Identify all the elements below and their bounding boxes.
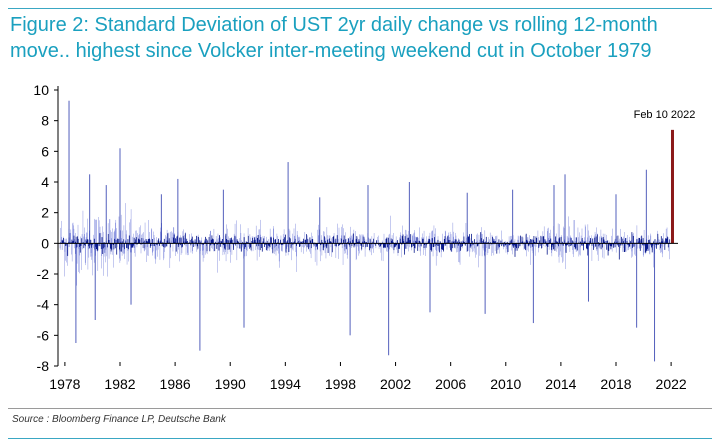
spike-bar — [75, 243, 77, 343]
y-tick-label: -8 — [37, 358, 50, 374]
spike-bar — [636, 243, 638, 328]
spike-bar — [89, 174, 91, 244]
source-note: Source : Bloomberg Finance LP, Deutsche … — [12, 414, 226, 425]
x-tick-label: 1986 — [160, 376, 191, 392]
x-tick-label: 2006 — [435, 376, 466, 392]
spike-bar — [94, 243, 96, 320]
spike-bar — [199, 243, 201, 351]
x-tick-label: 2014 — [545, 376, 576, 392]
y-tick-label: -4 — [37, 297, 50, 313]
annotation-label: Feb 10 2022 — [634, 109, 696, 121]
x-tick-label: 1994 — [270, 376, 301, 392]
chart-labels: 10 8 6 4 2 0 -2 -4 -6 -8 1978 1982 1986 1990 1994 1998 2… — [33, 82, 695, 392]
y-tick-label: -6 — [37, 327, 50, 343]
chart-axes — [54, 86, 678, 367]
highlight-bar — [670, 129, 674, 244]
spike-bar — [388, 243, 390, 356]
x-tick-label: 1982 — [104, 376, 135, 392]
x-tick-label: 1978 — [49, 376, 80, 392]
spike-bar — [484, 243, 486, 314]
data-spikes — [68, 100, 674, 362]
y-tick-label: 8 — [41, 113, 49, 129]
spike-bar — [287, 162, 289, 244]
spike-bar — [587, 243, 589, 302]
spike-bar — [319, 197, 321, 244]
x-tick-label: 2010 — [490, 376, 521, 392]
spike-bar — [349, 243, 351, 336]
volatility-texture — [59, 203, 671, 286]
y-tick-label: 10 — [33, 82, 49, 98]
x-tick-label: 1990 — [215, 376, 246, 392]
spike-bar — [177, 178, 179, 244]
y-tick-label: -2 — [37, 266, 50, 282]
spike-bar — [119, 148, 121, 244]
spike-bar — [654, 243, 656, 362]
spike-bar — [564, 174, 566, 244]
spike-bar — [553, 185, 555, 244]
spike-bar — [532, 243, 534, 324]
y-tick-label: 0 — [41, 235, 49, 251]
footer-divider — [8, 408, 712, 409]
spike-bar — [105, 185, 107, 244]
spike-bar — [615, 194, 617, 244]
x-tick-label: 1998 — [325, 376, 356, 392]
spike-bar — [512, 189, 514, 244]
y-tick-label: 4 — [41, 174, 49, 190]
bottom-border — [8, 438, 712, 439]
spike-bar — [160, 194, 162, 244]
title-bar — [8, 8, 712, 67]
x-tick-label: 2002 — [380, 376, 411, 392]
chart-title: Figure 2: Standard Deviation of UST 2yr … — [10, 14, 658, 62]
y-tick-label: 2 — [41, 205, 49, 221]
x-tick-label: 2022 — [656, 376, 687, 392]
spike-bar — [130, 243, 132, 305]
y-tick-label: 6 — [41, 143, 49, 159]
spike-bar — [408, 182, 410, 244]
spike-bar — [645, 169, 647, 244]
spike-bar — [466, 192, 468, 244]
spike-bar — [429, 243, 431, 313]
spike-bar — [367, 185, 369, 244]
spike-bar — [222, 189, 224, 244]
spike-bar — [68, 100, 70, 244]
x-tick-label: 2018 — [600, 376, 631, 392]
chart: 10 8 6 4 2 0 -2 -4 -6 -8 1978 1982 1986 1990 1994 1998 2… — [33, 82, 695, 392]
spike-bar — [243, 243, 245, 328]
